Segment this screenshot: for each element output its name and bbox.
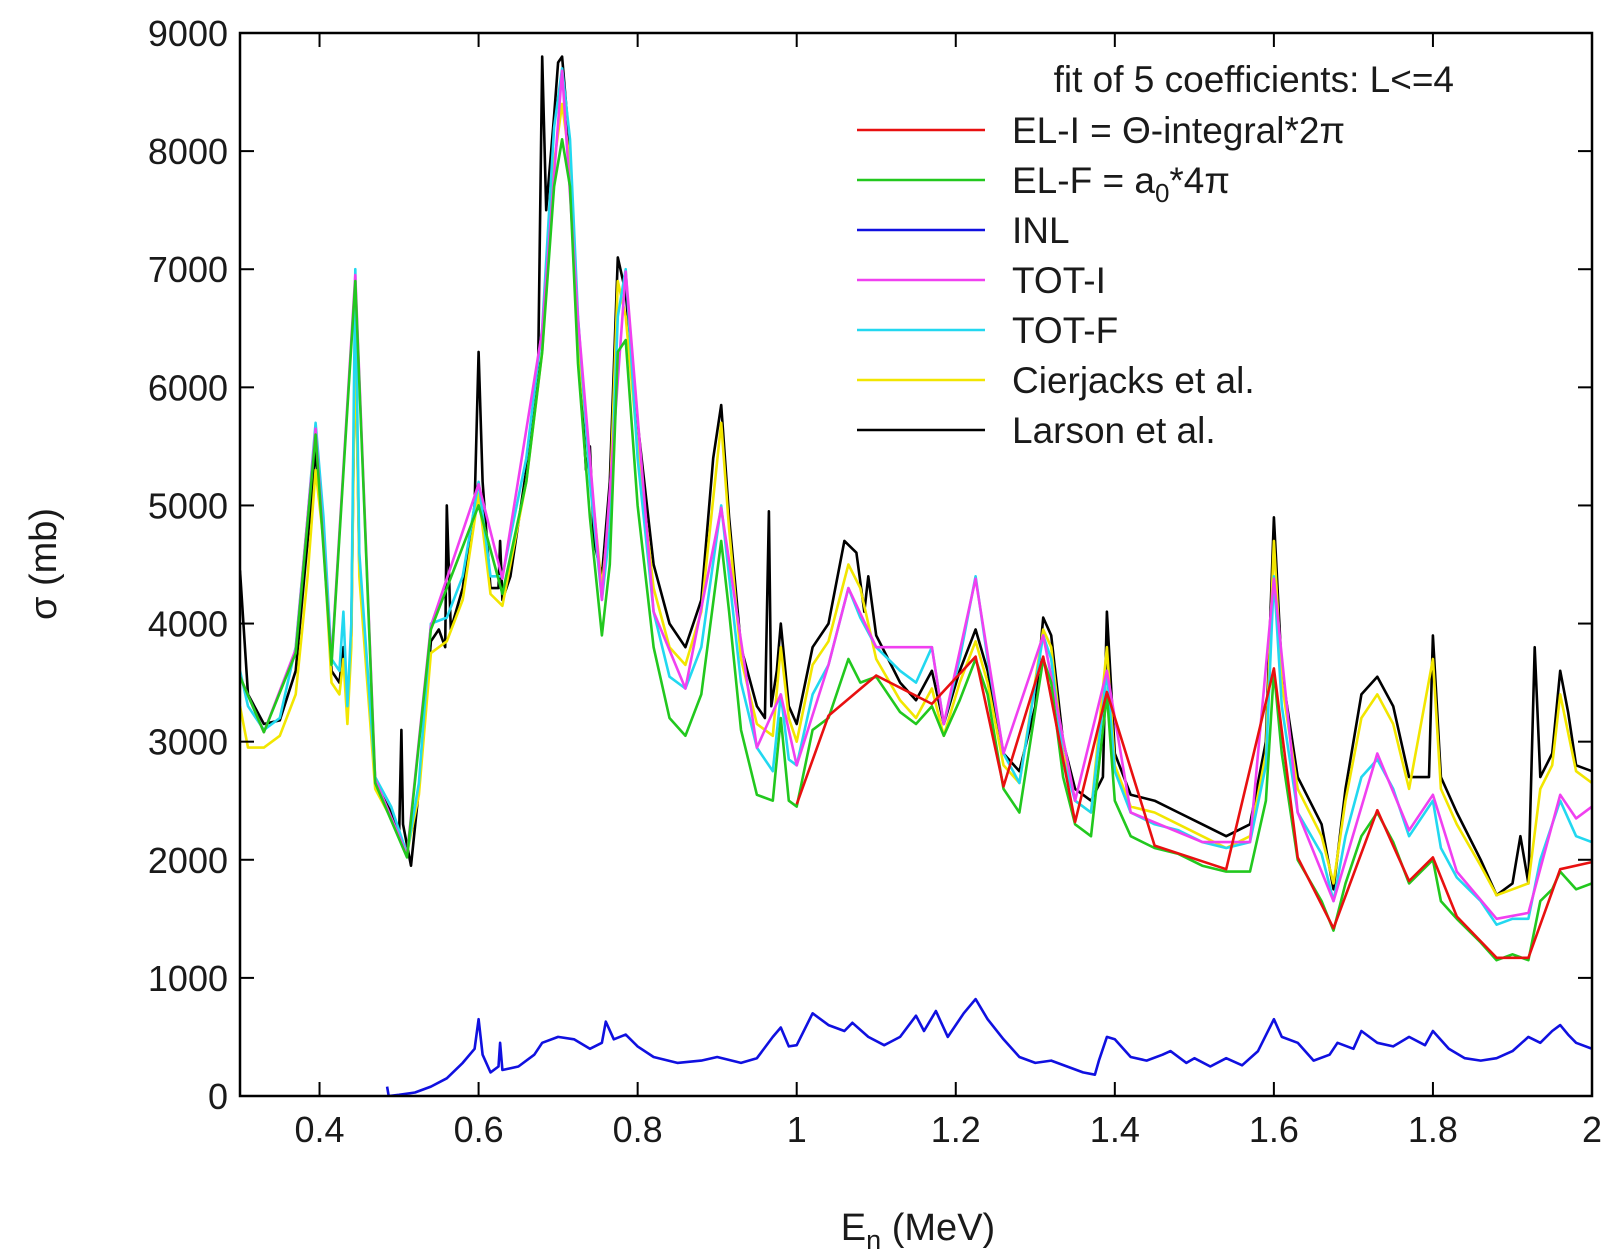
x-tick-label: 1 bbox=[787, 1109, 807, 1150]
x-axis-label-unit: (MeV) bbox=[881, 1207, 995, 1249]
series-line-cierjacks-et-al bbox=[240, 102, 1592, 897]
legend-label: EL-I = Θ-integral*2π bbox=[1012, 110, 1345, 151]
legend-label: Larson et al. bbox=[1012, 410, 1216, 451]
y-tick-label: 5000 bbox=[148, 485, 228, 526]
x-tick-label: 2 bbox=[1582, 1109, 1602, 1150]
y-axis-label: σ (mb) bbox=[23, 508, 65, 620]
x-axis-label-main: E bbox=[841, 1207, 866, 1249]
series-line-tot-i bbox=[240, 69, 1592, 921]
axis-ticks bbox=[240, 32, 1593, 1097]
y-tick-label: 9000 bbox=[148, 13, 228, 54]
legend-title: fit of 5 coefficients: L<=4 bbox=[1054, 59, 1454, 100]
plot-frame bbox=[238, 31, 1594, 1098]
x-tick-label: 0.8 bbox=[613, 1109, 663, 1150]
axis-tick-labels: 0.4 0.6 0.8 1 1.2 1.4 1.6 1.8 2 0 1000 2000 3000 4000… bbox=[148, 13, 1602, 1150]
x-tick-label: 1.4 bbox=[1090, 1109, 1140, 1150]
x-axis-label: En (MeV) bbox=[841, 1207, 995, 1255]
x-tick-label: 1.2 bbox=[931, 1109, 981, 1150]
series-layer bbox=[240, 55, 1592, 1096]
x-tick-label: 0.4 bbox=[295, 1109, 345, 1150]
legend-label: TOT-F bbox=[1012, 310, 1118, 351]
y-tick-label: 7000 bbox=[148, 249, 228, 290]
x-axis-label-subscript: n bbox=[866, 1225, 881, 1255]
series-line-el-i-integral-2 bbox=[795, 655, 1592, 960]
x-tick-label: 0.6 bbox=[454, 1109, 504, 1150]
y-tick-label: 6000 bbox=[148, 367, 228, 408]
legend-label: EL-F = a0*4π bbox=[1012, 160, 1230, 208]
y-tick-label: 8000 bbox=[148, 131, 228, 172]
series-line-inl bbox=[385, 997, 1592, 1096]
x-tick-label: 1.6 bbox=[1249, 1109, 1299, 1150]
series-line-tot-f bbox=[240, 67, 1592, 926]
legend-label: Cierjacks et al. bbox=[1012, 360, 1255, 401]
y-tick-label: 4000 bbox=[148, 604, 228, 645]
legend-label: TOT-I bbox=[1012, 260, 1106, 301]
legend-label: INL bbox=[1012, 210, 1070, 251]
y-tick-label: 2000 bbox=[148, 840, 228, 881]
x-tick-label: 1.8 bbox=[1408, 1109, 1458, 1150]
y-tick-label: 1000 bbox=[148, 958, 228, 999]
y-tick-label: 0 bbox=[208, 1076, 228, 1117]
legend: fit of 5 coefficients: L<=4 EL-I = Θ-int… bbox=[857, 59, 1454, 451]
series-line-larson-et-al bbox=[240, 55, 1592, 897]
y-tick-label: 3000 bbox=[148, 722, 228, 763]
